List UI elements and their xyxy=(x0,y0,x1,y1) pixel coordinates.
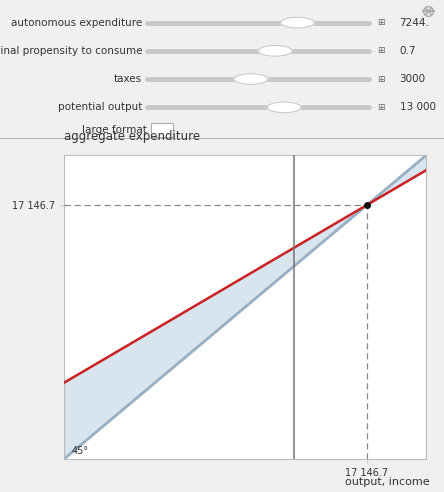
Text: 0.7: 0.7 xyxy=(400,46,416,56)
Text: marginal propensity to consume: marginal propensity to consume xyxy=(0,46,142,56)
Text: ⊞: ⊞ xyxy=(377,103,385,112)
Text: taxes: taxes xyxy=(114,74,142,84)
Text: potential output: potential output xyxy=(58,102,142,112)
Circle shape xyxy=(281,17,314,28)
Text: output, income: output, income xyxy=(345,477,430,487)
Text: 7244.: 7244. xyxy=(400,18,429,28)
Circle shape xyxy=(267,102,301,113)
Text: ⊞: ⊞ xyxy=(377,46,385,55)
Text: ⊞: ⊞ xyxy=(377,18,385,27)
Text: 45°: 45° xyxy=(71,446,88,456)
Circle shape xyxy=(234,74,268,85)
Circle shape xyxy=(258,45,292,56)
Text: 3000: 3000 xyxy=(400,74,426,84)
Text: autonomous expenditure: autonomous expenditure xyxy=(11,18,142,28)
FancyBboxPatch shape xyxy=(151,123,173,137)
Text: large format: large format xyxy=(82,125,147,135)
Text: aggregate expenditure: aggregate expenditure xyxy=(64,130,201,143)
Text: ⊞: ⊞ xyxy=(377,75,385,84)
Text: 13 000: 13 000 xyxy=(400,102,436,112)
